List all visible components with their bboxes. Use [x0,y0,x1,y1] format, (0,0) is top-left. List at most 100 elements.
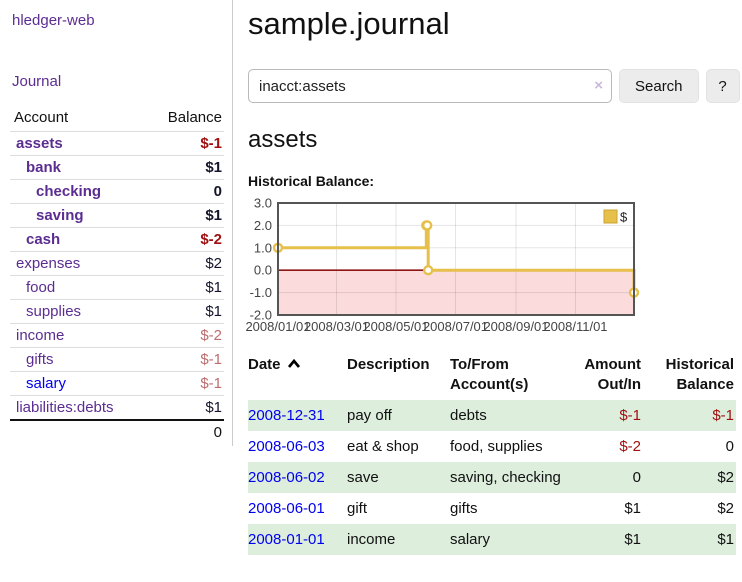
account-row: saving $1 [10,203,224,228]
transaction-accounts: saving, checking [450,468,561,486]
sidebar-account-link-bank[interactable]: bank [26,159,62,176]
sidebar-divider [232,0,233,446]
main-content: sample.journal × Search ? assets Histori… [233,0,742,555]
account-balance: $-2 [146,227,224,252]
transaction-balance: $2 [717,499,734,517]
y-axis-tick-label: -2.0 [250,308,272,323]
accounts-column-header: Account [14,109,69,126]
legend-label: $ [620,210,628,225]
data-point-marker [422,264,434,276]
nav-journal-link[interactable]: Journal [12,73,62,90]
sidebar-account-link-cash[interactable]: cash [26,231,61,248]
transaction-amount: $-1 [619,406,641,424]
account-balance: $-1 [146,347,224,372]
sidebar-account-link-salary[interactable]: salary [26,375,67,392]
transaction-description: save [347,468,379,486]
sidebar: hledger-web Journal Account Balance asse… [0,0,232,444]
register-row[interactable]: 2008-06-03 eat & shop food, supplies $-2 0 [248,431,736,462]
y-axis-tick-label: 3.0 [254,197,272,211]
page-title: sample.journal [248,6,450,41]
sidebar-account-link-food[interactable]: food [26,279,56,296]
register-row[interactable]: 2008-12-31 pay off debts $-1 $-1 [248,399,736,431]
help-button[interactable]: ? [705,69,740,103]
transaction-amount: $-2 [619,437,641,455]
account-row: food $1 [10,275,224,300]
x-axis-tick-label: 2008/07/01 [423,319,488,334]
transaction-date-link[interactable]: 2008-12-31 [248,406,325,424]
transaction-description: pay off [347,406,392,424]
balance-column-header: Balance [167,109,222,126]
accounts-total-row: 0 [10,419,224,444]
register-row[interactable]: 2008-06-01 gift gifts $1 $2 [248,493,736,524]
account-balance: $1 [146,275,224,300]
accounts-total-value: 0 [146,419,224,444]
account-row: bank $1 [10,155,224,180]
y-axis-tick-label: 2.0 [254,218,272,233]
accounts-table: Account Balance assets $-1 bank $1 checking 0… [10,105,224,444]
x-axis-tick-label: 2008/01/01 [245,319,310,334]
account-row: assets $-1 [10,131,224,156]
transaction-description: eat & shop [347,437,419,455]
sort-ascending-icon [287,355,301,375]
register-table: Date Description To/From Account(s) Amou… [248,351,736,555]
account-row: income $-2 [10,323,224,348]
account-row: checking 0 [10,179,224,204]
account-balance: $1 [146,155,224,180]
transaction-date-link[interactable]: 2008-06-02 [248,468,325,486]
account-balance: $-2 [146,323,224,348]
negative-region [278,270,634,315]
account-balance: 0 [146,179,224,204]
search-button[interactable]: Search [619,69,699,103]
transaction-amount: 0 [632,468,641,486]
search-form: × Search ? [248,69,742,103]
historical-balance-chart[interactable]: $3.0 2.0 1.0 0.0 -1.0 -2.0 2008/01/01 2008/03/0… [244,196,742,339]
sidebar-account-link-liabilities-debts[interactable]: liabilities:debts [16,399,114,416]
amount-column-header: Amount Out/In [584,356,641,394]
account-balance: $1 [146,395,224,420]
register-header-row: Date Description To/From Account(s) Amou… [248,351,736,400]
y-axis-tick-label: -1.0 [250,285,272,300]
register-row[interactable]: 2008-06-02 save saving, checking 0 $2 [248,461,736,493]
chart-svg: $3.0 2.0 1.0 0.0 -1.0 -2.02008/01/012008/03/0… [245,196,640,334]
y-axis-tick-label: 0.0 [254,263,272,278]
account-balance: $1 [146,203,224,228]
y-axis-tick-label: 1.0 [254,240,272,255]
sidebar-account-link-supplies[interactable]: supplies [26,303,82,320]
account-balance: $1 [146,299,224,324]
account-row: supplies $1 [10,299,224,324]
transaction-accounts: debts [450,406,487,424]
x-axis-tick-label: 2008/05/01 [363,319,428,334]
brand-link[interactable]: hledger-web [12,12,95,29]
transaction-date-link[interactable]: 2008-01-01 [248,530,325,548]
sidebar-account-link-expenses[interactable]: expenses [16,255,81,272]
sidebar-account-link-checking[interactable]: checking [36,183,102,200]
search-input[interactable] [248,69,612,103]
data-point-marker [421,220,433,231]
transaction-amount: $1 [624,499,641,517]
transaction-balance: $-1 [712,406,734,424]
sidebar-account-link-assets[interactable]: assets [16,135,63,152]
x-axis-tick-label: 2008/09/01 [483,319,548,334]
sidebar-account-link-saving[interactable]: saving [36,207,84,224]
chart-label: Historical Balance: [248,173,375,189]
account-row: salary $-1 [10,371,224,396]
transaction-balance: $2 [717,468,734,486]
balance-column-header: Historical Balance [665,356,734,394]
transaction-date-link[interactable]: 2008-06-03 [248,437,325,455]
transaction-description: income [347,530,396,548]
date-column-header[interactable]: Date [248,351,347,400]
account-title: assets [248,126,318,153]
transaction-balance: 0 [725,437,734,455]
transaction-date-link[interactable]: 2008-06-01 [248,499,325,517]
plot-border [277,202,635,316]
sidebar-account-link-gifts[interactable]: gifts [26,351,54,368]
legend-swatch [603,209,618,224]
transaction-accounts: salary [450,530,491,548]
clear-search-icon[interactable]: × [594,77,603,94]
account-balance: $-1 [146,371,224,396]
description-column-header: Description [347,356,430,373]
account-balance: $-1 [146,131,224,156]
register-row[interactable]: 2008-01-01 income salary $1 $1 [248,523,736,555]
sidebar-account-link-income[interactable]: income [16,327,65,344]
